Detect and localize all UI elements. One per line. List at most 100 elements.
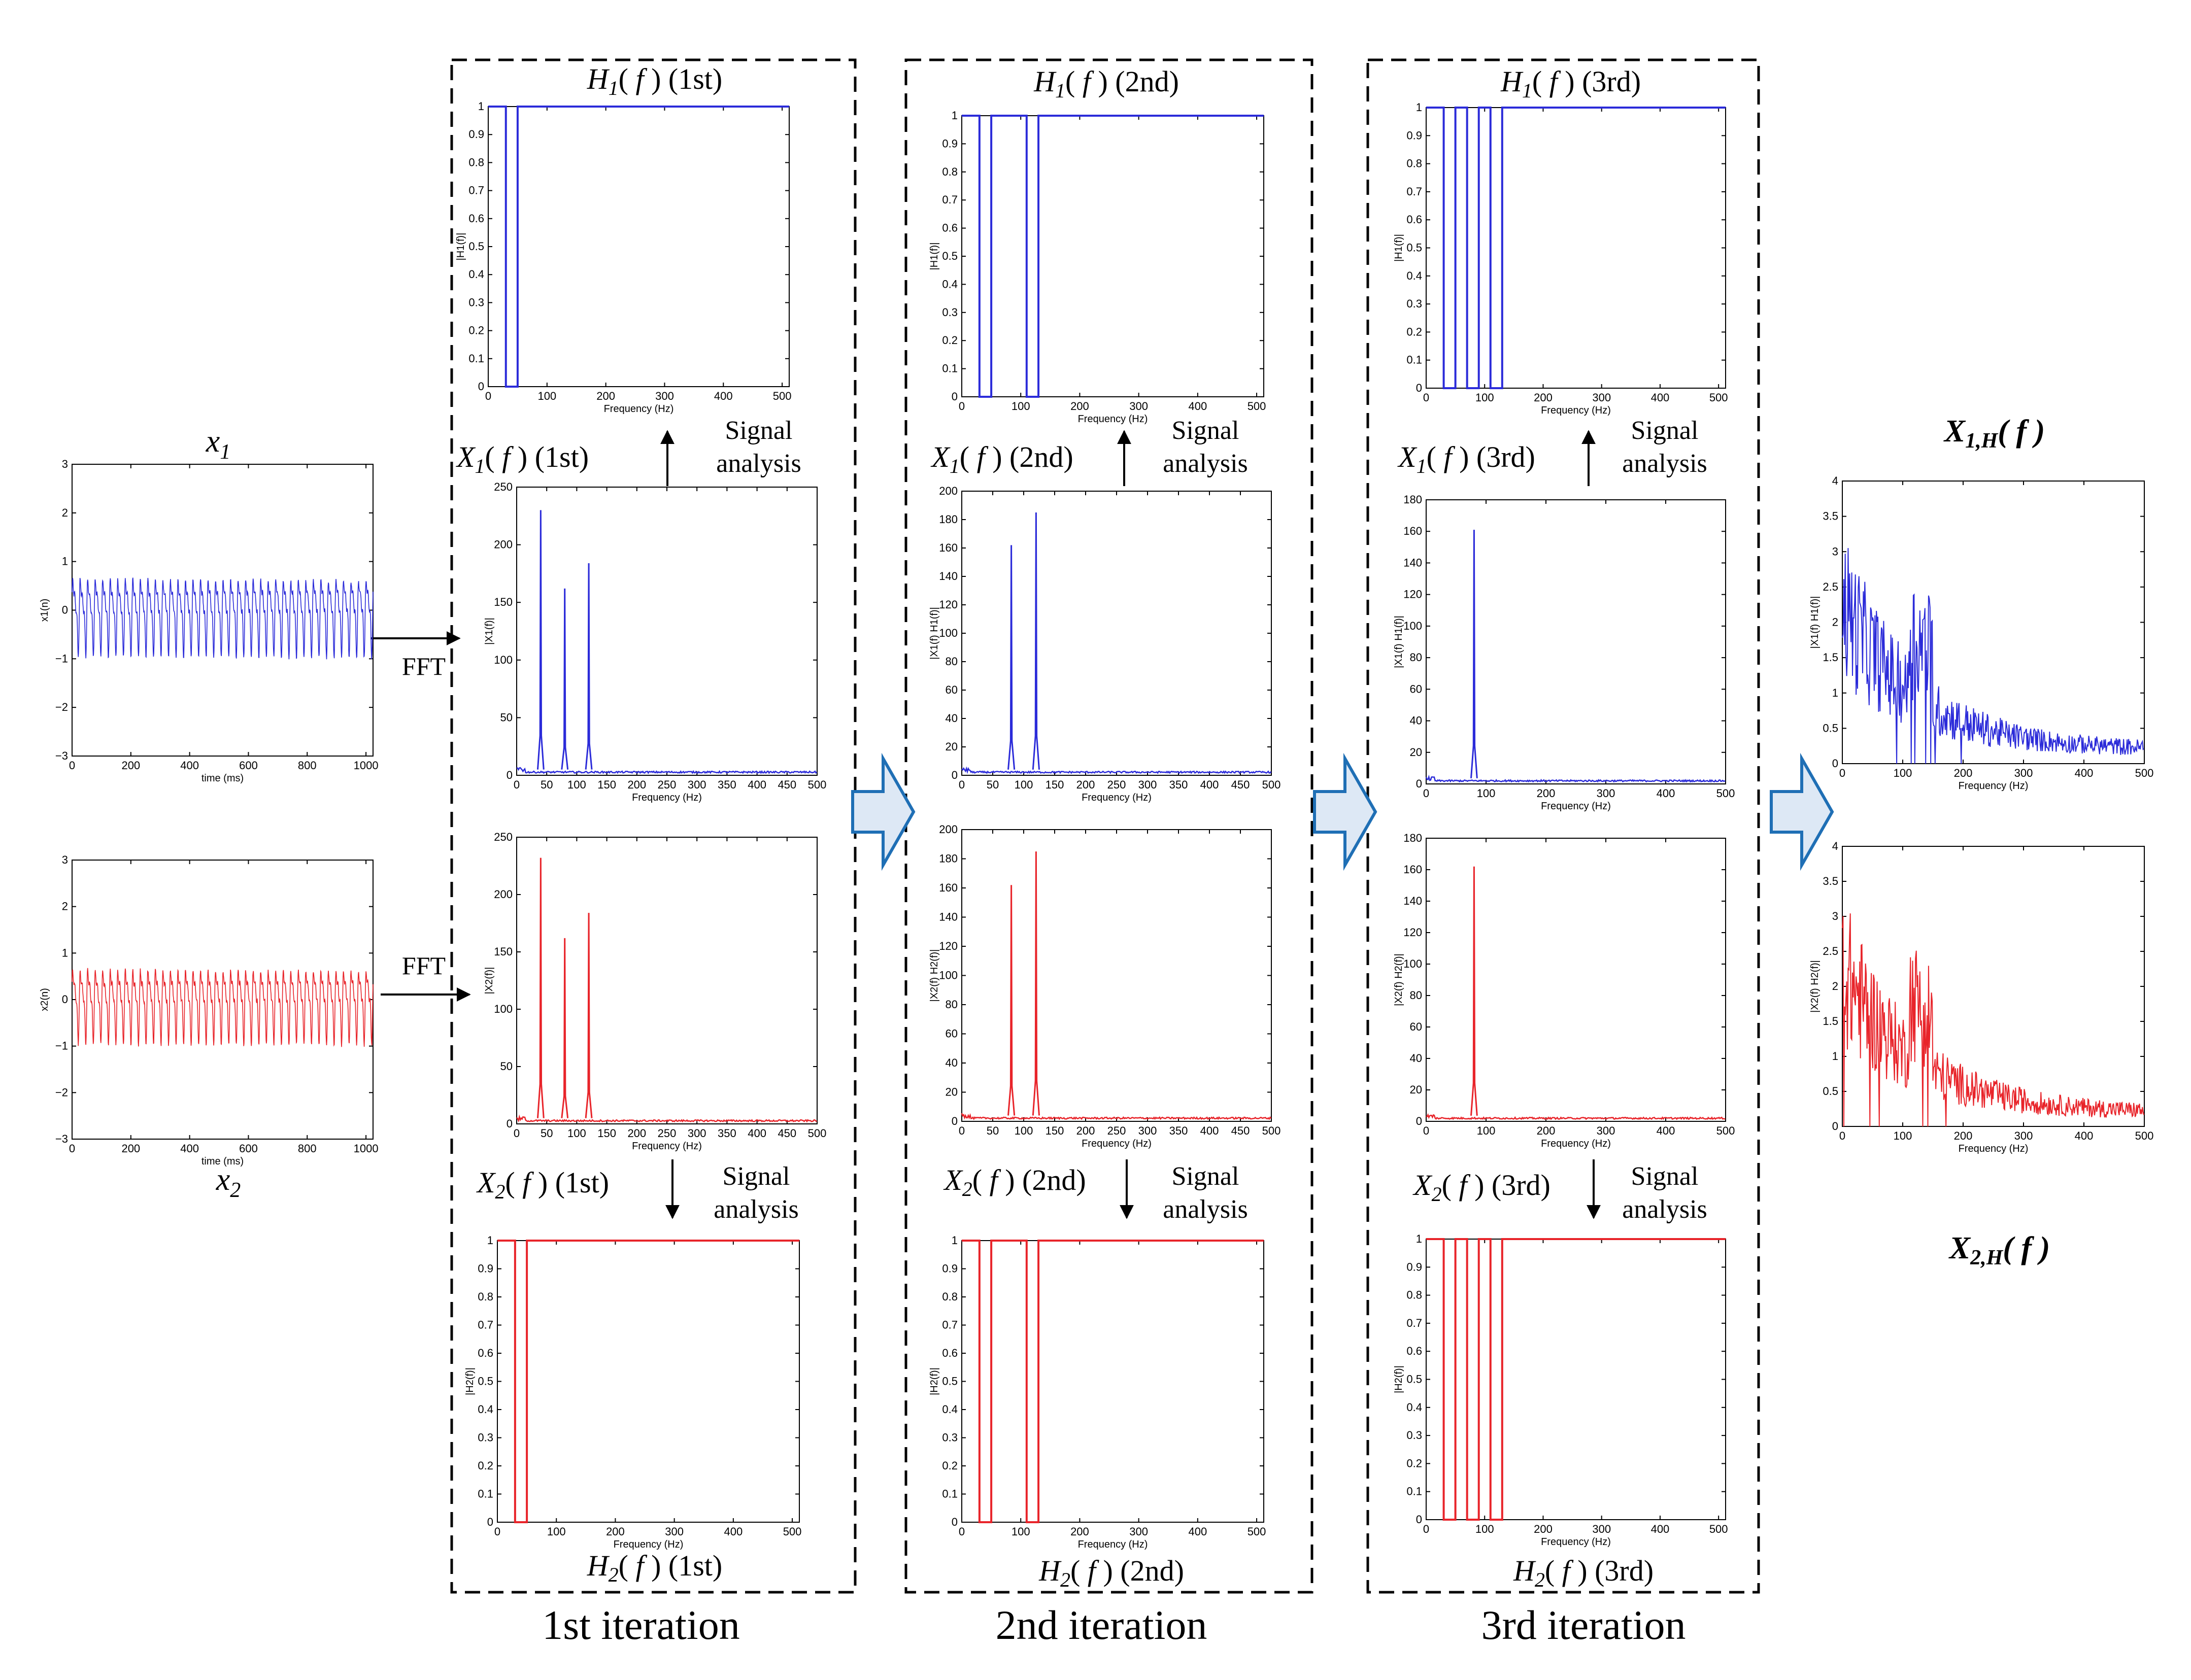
y-tick-label: 3 [1832,545,1838,558]
spectrum-peak-3 [585,913,593,1118]
y-tick-label: 180 [1403,493,1422,506]
x-tick-label: 450 [1231,778,1250,791]
x-tick-label: 200 [121,1142,140,1155]
x-tick-label: 0 [514,1127,520,1140]
signal-analysis-label-down-3: Signal [1631,1162,1699,1191]
chart-x2_1: 0 50 100 150 200 250 300 350 400 450 500 0 50 100 150 2… [484,831,826,1152]
spectrum-floor-line [961,1113,1272,1120]
x-tick-label: 500 [1248,1525,1266,1538]
y-tick-label: 200 [494,538,513,551]
x-tick-label: 600 [239,759,258,772]
x-tick-label: 200 [1076,1124,1095,1137]
chart-h2_3: 0 100 200 300 400 500 0 0.1 0.2 0.3 0.4 0.5 0.6 0.7 0.… [1393,1232,1728,1548]
y-tick-label: 0.2 [942,334,958,347]
x-tick-label: 100 [567,1127,586,1140]
y-tick-label: 0.5 [468,240,484,253]
iteration-2-label: 2nd iteration [996,1602,1207,1648]
spectrum-peak-2 [1032,512,1040,770]
plot-frame [497,1240,800,1523]
y-tick-label: 100 [939,627,958,639]
y-tick-label: 160 [1403,525,1422,537]
y-tick-label: 1 [1832,687,1838,699]
x-axis-label: Frequency (Hz) [1541,405,1611,416]
x-axis-label: time (ms) [201,773,244,784]
y-tick-label: 0.1 [468,352,484,365]
y-tick-label: 0 [507,1117,513,1130]
y-tick-label: 0.6 [1406,213,1422,226]
y-tick-label: 0.5 [1406,1373,1422,1386]
x-tick-label: 200 [596,390,615,402]
y-tick-label: 3 [62,853,68,866]
y-tick-label: 40 [946,712,958,725]
x-axis-label: Frequency (Hz) [1541,801,1611,812]
y-tick-label: 0.9 [942,1262,958,1275]
plot-frame [1426,838,1726,1122]
x-tick-label: 1000 [354,1142,379,1155]
y-tick-label: 100 [939,969,958,982]
x-tick-label: 300 [688,1127,706,1140]
x-axis-label: Frequency (Hz) [632,1141,702,1152]
x-tick-label: 300 [665,1525,684,1538]
x2h-label: X2,H( f ) [1948,1231,2050,1270]
y-tick-label: 0.8 [1406,157,1422,170]
x-tick-label: 800 [298,1142,317,1155]
y-tick-label: 40 [1410,714,1422,727]
filter-response-line [488,106,789,388]
plot-frame [961,829,1272,1122]
x-tick-label: 350 [718,1127,736,1140]
x-tick-label: 300 [1129,400,1148,413]
y-tick-label: 0 [478,380,484,393]
x-tick-label: 200 [121,759,140,772]
x-axis-label: Frequency (Hz) [614,1539,684,1550]
y-tick-label: 160 [939,881,958,894]
chart-h2_2: 0 100 200 300 400 500 0 0.1 0.2 0.3 0.4 0.5 0.6 0.7 0.… [929,1234,1266,1550]
x-tick-label: 800 [298,759,317,772]
x-tick-label: 0 [514,778,520,791]
spectrum-floor-line [516,767,818,774]
signal-analysis-label-down-2-2: analysis [1163,1195,1248,1224]
x1-title-1st: X1( f ) (1st) [456,440,589,477]
x-tick-label: 50 [987,1124,999,1137]
result-arrow [1770,752,1834,871]
x-tick-label: 0 [1423,1124,1429,1137]
signal-analysis-label-down-3-2: analysis [1622,1195,1707,1224]
iteration-3-box [1366,58,1760,1594]
x-axis-label: Frequency (Hz) [632,792,702,803]
chart-h1_3: 0 100 200 300 400 500 0 0.1 0.2 0.3 0.4 0.5 0.6 0.7 0.… [1393,101,1728,416]
y-axis-label: |X1(f) H1(f)| [1393,615,1404,668]
x-tick-label: 200 [606,1525,625,1538]
y-tick-label: 150 [494,945,513,958]
x-tick-label: 400 [1200,778,1219,791]
x-tick-label: 0 [1423,1523,1429,1535]
y-tick-label: 100 [1403,620,1422,632]
y-tick-label: 0.8 [468,156,484,168]
y-tick-label: 0.5 [1823,722,1838,734]
x-axis-label: Frequency (Hz) [1541,1138,1611,1149]
next-iteration-arrow-2 [1313,752,1377,871]
x-tick-label: 100 [1012,400,1030,413]
plot-frame [1842,481,2145,764]
iteration-1-box [450,58,857,1594]
x-tick-label: 100 [537,390,556,402]
h1-title-1st: H1( f ) (1st) [587,62,722,99]
filter-response-line [962,1240,1264,1523]
chart-x1_1: 0 50 100 150 200 250 300 350 400 450 500 0 50 100 150 2… [484,481,826,803]
x-tick-label: 400 [2075,767,2094,779]
x-tick-label: 450 [778,1127,796,1140]
y-tick-label: 1 [1416,101,1422,114]
x-tick-label: 100 [567,778,586,791]
y-tick-label: 0.3 [468,296,484,308]
y-tick-label: 140 [939,911,958,923]
spectrum-peak-1 [1007,545,1016,770]
x1-title-3rd: X1( f ) (3rd) [1397,440,1535,477]
x-tick-label: 300 [1597,787,1615,800]
h2-title-2nd: H2( f ) (2nd) [1038,1554,1184,1591]
y-tick-label: 80 [1410,651,1422,664]
y-tick-label: 1 [952,109,958,122]
x-axis-label: time (ms) [201,1156,244,1167]
x-tick-label: 400 [1200,1124,1219,1137]
x-tick-label: 400 [1657,787,1675,800]
x-tick-label: 500 [783,1525,802,1538]
x2-title-2nd: X2( f ) (2nd) [943,1163,1086,1201]
y-tick-label: 20 [1410,746,1422,759]
